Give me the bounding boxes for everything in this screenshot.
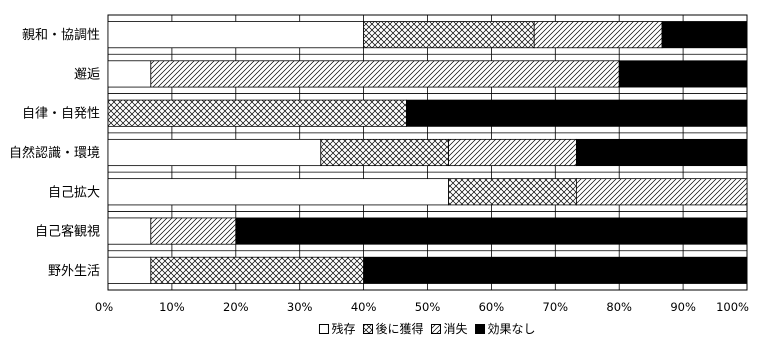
bar-segment bbox=[533, 21, 663, 49]
bar-segment bbox=[107, 21, 365, 49]
x-tick-label: 10% bbox=[159, 300, 185, 314]
bar-segment bbox=[320, 138, 449, 167]
bar-segment bbox=[150, 256, 365, 284]
category-label: 自己拡大 bbox=[48, 185, 100, 200]
legend-label: 後に獲得 bbox=[375, 321, 423, 336]
x-tick-label: 60% bbox=[479, 300, 505, 314]
x-tick-label: 70% bbox=[543, 300, 569, 314]
x-tick-label: 50% bbox=[415, 300, 441, 314]
legend-label: 消失 bbox=[444, 321, 468, 336]
category-label: 自律・自発性 bbox=[22, 107, 100, 122]
legend: 残存 後に獲得 消失 効果なし bbox=[318, 321, 536, 336]
legend-label: 残存 bbox=[331, 322, 355, 336]
bar-segment bbox=[107, 99, 407, 127]
bar-segment bbox=[406, 99, 748, 127]
category-label: 邂逅 bbox=[74, 67, 100, 82]
category-label: 自己客観視 bbox=[35, 224, 100, 240]
bar-segment bbox=[107, 138, 322, 167]
legend-label: 効果なし bbox=[488, 321, 536, 336]
x-tick-label: 0% bbox=[95, 300, 113, 314]
bar-segment bbox=[107, 217, 152, 245]
category-label: 野外生活 bbox=[48, 264, 100, 279]
bar-segment bbox=[363, 21, 535, 49]
legend-swatch bbox=[318, 324, 329, 334]
bar-segment bbox=[448, 138, 577, 167]
bar-segment bbox=[661, 21, 748, 49]
x-tick-label: 20% bbox=[223, 300, 249, 314]
x-tick-label: 40% bbox=[351, 300, 377, 314]
bar-segment bbox=[575, 178, 748, 206]
x-tick-label: 100% bbox=[716, 300, 749, 314]
x-tick-label: 30% bbox=[287, 300, 313, 314]
legend-swatch bbox=[362, 324, 373, 334]
x-tick-label: 90% bbox=[670, 300, 696, 314]
bar-segment bbox=[363, 256, 748, 284]
bar-segment bbox=[150, 60, 620, 88]
category-label: 親和・協調性 bbox=[22, 28, 100, 43]
bar-segment bbox=[107, 60, 152, 88]
bar-segment bbox=[575, 138, 748, 167]
bar-segment bbox=[107, 256, 152, 284]
legend-swatch bbox=[475, 324, 486, 334]
bars-layer bbox=[107, 21, 748, 284]
x-tick-labels: 0% 10% 20% 30% 40% 50% 60% 70% 80% 90% 100% bbox=[95, 300, 749, 314]
legend-swatch bbox=[431, 324, 441, 334]
x-tick-label: 80% bbox=[606, 300, 632, 314]
bar-segment bbox=[448, 178, 577, 206]
bar-segment bbox=[235, 217, 748, 245]
bar-segment bbox=[618, 60, 748, 88]
bar-segment bbox=[150, 217, 237, 245]
bar-segment bbox=[107, 178, 449, 206]
category-label: 自然認識・環境 bbox=[9, 145, 100, 161]
